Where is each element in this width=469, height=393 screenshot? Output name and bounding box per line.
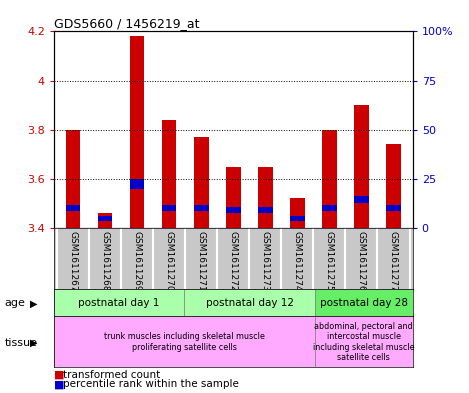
- Text: trunk muscles including skeletal muscle
proliferating satellite cells: trunk muscles including skeletal muscle …: [104, 332, 265, 352]
- Bar: [290, 198, 304, 228]
- Text: GSM1611276: GSM1611276: [357, 231, 366, 292]
- Bar: [322, 205, 337, 211]
- Bar: [322, 130, 337, 228]
- Text: GSM1611268: GSM1611268: [101, 231, 110, 292]
- Text: abdominal, pectoral and
intercostal muscle
including skeletal muscle
satellite c: abdominal, pectoral and intercostal musc…: [313, 322, 415, 362]
- Bar: [162, 120, 176, 228]
- Bar: [226, 207, 241, 213]
- Bar: [66, 130, 80, 228]
- Bar: [130, 179, 144, 189]
- Bar: [386, 205, 401, 211]
- Bar: [258, 207, 272, 213]
- Bar: [315, 316, 413, 367]
- Text: ■: ■: [54, 379, 64, 389]
- Text: postnatal day 1: postnatal day 1: [78, 298, 160, 308]
- Bar: [162, 205, 176, 211]
- Text: GSM1611273: GSM1611273: [261, 231, 270, 292]
- Text: GSM1611270: GSM1611270: [165, 231, 174, 292]
- Text: GSM1611272: GSM1611272: [229, 231, 238, 292]
- Bar: [315, 289, 413, 316]
- Bar: [290, 216, 304, 220]
- Text: GSM1611274: GSM1611274: [293, 231, 302, 292]
- Text: GDS5660 / 1456219_at: GDS5660 / 1456219_at: [54, 17, 199, 30]
- Bar: [54, 316, 315, 367]
- Text: GSM1611275: GSM1611275: [325, 231, 334, 292]
- Bar: [130, 37, 144, 228]
- Bar: [226, 167, 241, 228]
- Text: tissue: tissue: [5, 338, 38, 348]
- Bar: [98, 216, 113, 220]
- Bar: [386, 144, 401, 228]
- Text: ▶: ▶: [30, 338, 37, 348]
- Bar: [258, 167, 272, 228]
- Text: transformed count: transformed count: [63, 369, 160, 380]
- Text: GSM1611271: GSM1611271: [197, 231, 206, 292]
- Bar: [98, 213, 113, 228]
- Text: ■: ■: [54, 369, 64, 380]
- Text: ▶: ▶: [30, 298, 37, 309]
- Bar: [354, 196, 369, 203]
- Bar: [194, 137, 209, 228]
- Bar: [54, 289, 184, 316]
- Bar: [194, 205, 209, 211]
- Text: age: age: [5, 298, 26, 309]
- Text: GSM1611277: GSM1611277: [389, 231, 398, 292]
- Text: GSM1611267: GSM1611267: [68, 231, 78, 292]
- Text: postnatal day 28: postnatal day 28: [320, 298, 408, 308]
- Bar: [354, 105, 369, 228]
- Bar: [184, 289, 315, 316]
- Text: GSM1611269: GSM1611269: [133, 231, 142, 292]
- Bar: [66, 205, 80, 211]
- Text: postnatal day 12: postnatal day 12: [205, 298, 294, 308]
- Text: percentile rank within the sample: percentile rank within the sample: [63, 379, 239, 389]
